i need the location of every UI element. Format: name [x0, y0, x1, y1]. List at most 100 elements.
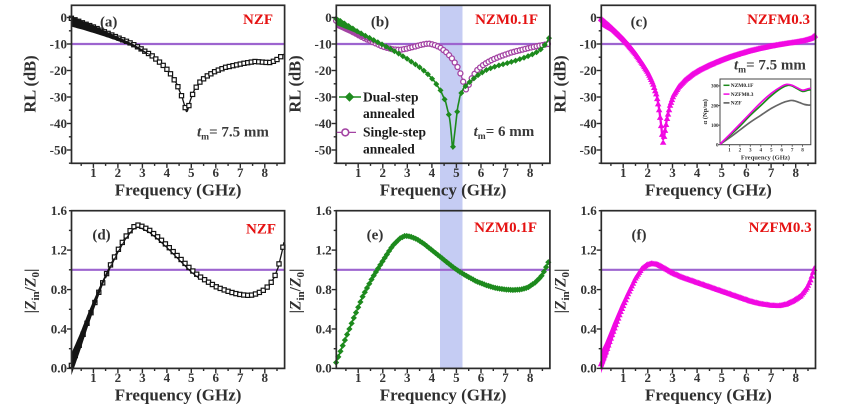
svg-text:(e): (e)	[367, 228, 384, 244]
svg-text:-50: -50	[579, 142, 596, 157]
svg-text:0.4: 0.4	[581, 321, 598, 336]
svg-text:4: 4	[694, 370, 701, 385]
svg-text:5: 5	[188, 370, 195, 385]
svg-text:0.4: 0.4	[316, 321, 333, 336]
svg-text:-40: -40	[314, 116, 331, 131]
svg-text:3: 3	[404, 165, 411, 180]
svg-text:3: 3	[749, 148, 752, 154]
svg-text:8: 8	[792, 370, 799, 385]
svg-text:6: 6	[780, 148, 783, 154]
svg-text:8: 8	[527, 165, 534, 180]
svg-text:2: 2	[739, 148, 742, 154]
svg-text:-40: -40	[50, 116, 67, 131]
svg-text:NZM0.1F: NZM0.1F	[475, 12, 538, 28]
svg-text:7: 7	[768, 165, 775, 180]
svg-text:2: 2	[115, 165, 122, 180]
svg-text:1.6: 1.6	[581, 203, 598, 218]
svg-text:2: 2	[115, 370, 122, 385]
svg-text:1.2: 1.2	[316, 242, 332, 257]
svg-text:1: 1	[355, 165, 362, 180]
svg-text:5: 5	[719, 165, 726, 180]
svg-text:tm= 6 mm: tm= 6 mm	[474, 124, 535, 142]
svg-text:Single-step: Single-step	[363, 125, 426, 140]
svg-text:0.0: 0.0	[51, 361, 67, 376]
svg-text:8: 8	[262, 370, 269, 385]
svg-text:1.2: 1.2	[51, 242, 67, 257]
svg-text:-50: -50	[314, 142, 331, 157]
svg-text:6: 6	[478, 370, 485, 385]
svg-text:-30: -30	[50, 89, 67, 104]
svg-text:(a): (a)	[100, 15, 118, 31]
svg-text:1: 1	[90, 370, 97, 385]
svg-text:RL (dB): RL (dB)	[21, 55, 40, 112]
svg-text:3: 3	[669, 165, 676, 180]
svg-text:Frequency (GHz): Frequency (GHz)	[380, 181, 507, 200]
svg-text:5: 5	[719, 370, 726, 385]
svg-text:RL (dB): RL (dB)	[550, 55, 569, 112]
svg-text:5: 5	[770, 148, 773, 154]
svg-text:3: 3	[139, 165, 146, 180]
svg-text:0: 0	[325, 10, 332, 25]
svg-text:Frequency (GHz): Frequency (GHz)	[115, 386, 242, 405]
svg-text:0.8: 0.8	[316, 282, 333, 297]
svg-text:(c): (c)	[631, 15, 648, 31]
svg-text:|Zin/Z0|: |Zin/Z0|	[552, 269, 572, 314]
svg-text:6: 6	[213, 370, 220, 385]
svg-text:3: 3	[669, 370, 676, 385]
svg-text:0.8: 0.8	[51, 282, 68, 297]
svg-text:7: 7	[768, 370, 775, 385]
svg-text:0: 0	[590, 10, 597, 25]
svg-text:3: 3	[404, 370, 411, 385]
svg-text:-30: -30	[579, 89, 596, 104]
svg-text:300: 300	[711, 85, 719, 90]
svg-text:Dual-step: Dual-step	[363, 89, 419, 104]
svg-text:7: 7	[791, 148, 794, 154]
svg-text:NZM0.1F: NZM0.1F	[731, 83, 754, 89]
svg-text:-40: -40	[579, 116, 596, 131]
svg-text:-30: -30	[314, 89, 331, 104]
svg-text:NZF: NZF	[243, 12, 273, 28]
svg-text:Frequency (GHz): Frequency (GHz)	[115, 181, 242, 200]
svg-text:6: 6	[478, 165, 485, 180]
svg-text:7: 7	[502, 165, 509, 180]
svg-text:1: 1	[355, 370, 362, 385]
svg-text:tm= 7.5 mm: tm= 7.5 mm	[197, 125, 269, 143]
svg-text:5: 5	[453, 370, 460, 385]
svg-text:1: 1	[90, 165, 97, 180]
svg-text:-10: -10	[579, 36, 596, 51]
svg-text:|Zin/Z0|: |Zin/Z0|	[287, 269, 307, 314]
svg-text:-10: -10	[314, 36, 331, 51]
svg-text:RL (dB): RL (dB)	[285, 55, 304, 112]
svg-text:100: 100	[711, 124, 719, 129]
svg-text:1.6: 1.6	[51, 203, 68, 218]
svg-text:Frequency (GHz): Frequency (GHz)	[741, 155, 790, 162]
svg-text:0.4: 0.4	[51, 321, 68, 336]
svg-text:Frequency (GHz): Frequency (GHz)	[645, 181, 772, 200]
svg-text:NZF: NZF	[731, 101, 742, 107]
svg-text:4: 4	[760, 148, 763, 154]
svg-text:6: 6	[743, 370, 750, 385]
svg-text:NZFM0.3: NZFM0.3	[747, 12, 810, 28]
svg-text:1: 1	[620, 370, 627, 385]
svg-text:7: 7	[237, 165, 244, 180]
svg-text:Frequency (GHz): Frequency (GHz)	[645, 386, 772, 405]
svg-text:Frequency (GHz): Frequency (GHz)	[380, 386, 507, 405]
svg-text:2: 2	[380, 370, 387, 385]
svg-text:7: 7	[237, 370, 244, 385]
svg-text:2: 2	[645, 165, 652, 180]
svg-text:annealed: annealed	[363, 141, 415, 156]
svg-text:8: 8	[801, 148, 804, 154]
svg-text:-20: -20	[50, 63, 67, 78]
svg-text:2: 2	[645, 370, 652, 385]
svg-text:0.0: 0.0	[581, 361, 597, 376]
svg-text:(d): (d)	[92, 228, 110, 244]
svg-text:4: 4	[164, 370, 171, 385]
svg-text:0: 0	[61, 10, 68, 25]
svg-text:1.6: 1.6	[316, 203, 333, 218]
svg-text:6: 6	[213, 165, 220, 180]
svg-text:8: 8	[792, 165, 799, 180]
svg-text:NZFM0.3: NZFM0.3	[731, 92, 754, 98]
svg-text:-10: -10	[50, 36, 67, 51]
svg-text:0.8: 0.8	[581, 282, 598, 297]
svg-text:1.2: 1.2	[581, 242, 597, 257]
